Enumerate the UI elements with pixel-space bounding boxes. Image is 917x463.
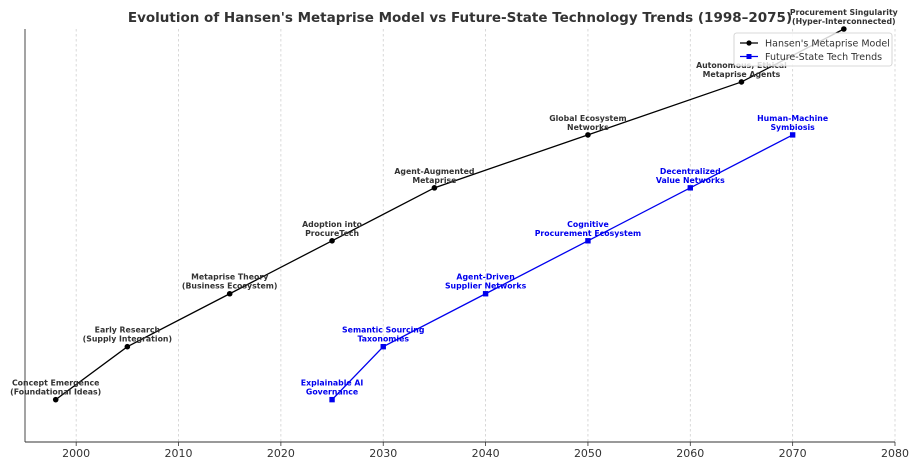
point-label-line: Metaprise Agents	[703, 70, 781, 79]
point-label-line: Networks	[567, 123, 609, 132]
point-label-line: Agent-Augmented	[394, 167, 474, 176]
data-point	[329, 237, 335, 244]
point-label-line: Value Networks	[656, 176, 725, 185]
point-label-line: ProcureTech	[305, 229, 359, 238]
point-label-line: (Business Ecosystem)	[182, 282, 278, 291]
point-label: Early Research (Supply Integration)	[83, 326, 172, 344]
point-label-line: Symbiosis	[770, 123, 815, 132]
point-label: Agent-Driven Supplier Networks	[445, 273, 527, 291]
series-line	[331, 134, 793, 401]
point-label-line: (Foundational Ideas)	[10, 388, 101, 397]
data-point	[585, 132, 591, 138]
x-tick-label: 2050	[574, 447, 602, 460]
point-label-line: Agent-Driven	[456, 273, 514, 282]
point-label: Metaprise Theory (Business Ecosystem)	[182, 273, 278, 291]
x-tick-label: 2040	[472, 447, 500, 460]
legend-marker	[746, 40, 752, 46]
point-label: Decentralized Value Networks	[656, 167, 725, 185]
point-label: Cognitive Procurement Ecosystem	[535, 220, 641, 238]
point-label: Global Ecosystem Networks	[549, 114, 626, 132]
point-label: Agent-Augmented Metaprise	[394, 167, 474, 185]
point-label-line: Early Research	[95, 326, 160, 335]
data-point	[841, 26, 847, 32]
point-label-line: Human-Machine	[757, 114, 828, 123]
point-label-line: Cognitive	[567, 220, 609, 229]
data-point	[329, 396, 335, 403]
legend-box	[733, 32, 893, 67]
point-label-line: Adoption into	[302, 220, 363, 229]
grid	[75, 29, 896, 442]
point-label: Procurement Singularity (Hyper-Interconne…	[790, 8, 898, 26]
point-label-line: Metaprise Theory	[191, 273, 268, 282]
data-point	[482, 291, 489, 297]
point-label-line: Semantic Sourcing	[342, 326, 424, 335]
point-label-line: Supplier Networks	[445, 282, 527, 291]
point-label-line: Metaprise	[412, 176, 456, 185]
point-label-line: Taxonomies	[357, 335, 409, 344]
point-labels: Concept Emergence (Foundational Ideas) Ear…	[10, 8, 898, 397]
data-point	[124, 343, 131, 350]
legend-label: Future-State Tech Trends	[765, 52, 882, 63]
legend-marker	[746, 54, 752, 59]
point-label-line: Decentralized	[660, 167, 721, 176]
x-tick-label: 2030	[369, 447, 397, 460]
point-label-line: Explainable AI	[301, 379, 364, 388]
x-tick-label: 2010	[165, 447, 193, 460]
legend: Hansen's Metaprise Model Future-State Tec…	[733, 32, 893, 67]
point-label: Adoption into ProcureTech	[302, 220, 363, 238]
data-point	[431, 185, 438, 191]
x-tick-label: 2080	[881, 447, 909, 460]
axes	[24, 29, 895, 443]
point-label-line: Global Ecosystem	[549, 114, 626, 123]
data-point	[789, 132, 796, 138]
series-line	[55, 28, 845, 401]
point-label-line: Concept Emergence	[12, 379, 99, 388]
point-label-line: Procurement Singularity	[790, 8, 898, 17]
x-ticks: 2000 2010 2020 2030 2040 2050 2060 2070 2080	[62, 442, 909, 460]
chart-title: Evolution of Hansen's Metaprise Model vs…	[128, 10, 792, 26]
x-tick-label: 2070	[779, 447, 807, 460]
x-tick-label: 2060	[676, 447, 704, 460]
point-label: Semantic Sourcing Taxonomies	[342, 326, 424, 344]
point-label: Concept Emergence (Foundational Ideas)	[10, 379, 101, 397]
data-point	[52, 396, 59, 403]
x-tick-label: 2000	[62, 447, 90, 460]
x-tick-label: 2020	[267, 447, 295, 460]
data-point	[738, 79, 745, 85]
point-label-line: Procurement Ecosystem	[535, 229, 641, 238]
data-point	[380, 343, 386, 350]
series-layer	[52, 26, 847, 403]
point-label-line: Governance	[306, 388, 358, 397]
data-point	[585, 238, 591, 244]
point-label-line: (Hyper-Interconnected)	[792, 17, 896, 26]
data-point	[226, 290, 233, 297]
point-label-line: (Supply Integration)	[83, 335, 172, 344]
legend-label: Hansen's Metaprise Model	[765, 38, 890, 49]
point-label: Explainable AI Governance	[301, 379, 364, 397]
data-point	[687, 185, 693, 191]
point-label: Human-Machine Symbiosis	[757, 114, 828, 132]
